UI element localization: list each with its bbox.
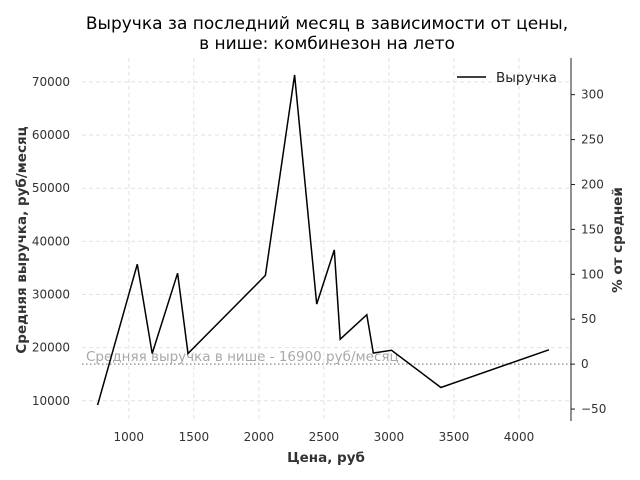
y2-tick-label: 100 bbox=[581, 267, 604, 281]
chart-title: Выручка за последний месяц в зависимости… bbox=[86, 14, 568, 54]
y2-tick-label: 200 bbox=[581, 177, 604, 191]
x-tick-label: 4000 bbox=[504, 430, 535, 444]
chart-title-line: Выручка за последний месяц в зависимости… bbox=[86, 14, 568, 34]
x-tick-label: 3500 bbox=[439, 430, 470, 444]
series-line-revenue bbox=[96, 74, 550, 406]
chart-title-line: в нише: комбинезон на лето bbox=[199, 34, 455, 54]
y2-tick-label: 0 bbox=[581, 357, 589, 371]
y2-tick-label: 250 bbox=[581, 133, 604, 147]
y2-tick-label: 300 bbox=[581, 88, 604, 102]
y-tick-label: 20000 bbox=[32, 341, 70, 355]
y-axis-ticks: 10000 20000 30000 40000 50000 60000 70000 bbox=[32, 75, 70, 408]
y-tick-label: 10000 bbox=[32, 394, 70, 408]
y2-tick-label: −50 bbox=[581, 402, 606, 416]
average-annotation: Средняя выручка в нише - 16900 руб/месяц bbox=[86, 349, 399, 365]
x-tick-label: 1000 bbox=[114, 430, 145, 444]
y-tick-label: 60000 bbox=[32, 128, 70, 142]
y-tick-label: 50000 bbox=[32, 181, 70, 195]
series-group bbox=[96, 74, 550, 406]
y2-axis-label: % от средней bbox=[610, 187, 626, 293]
grid bbox=[82, 58, 571, 421]
x-tick-label: 1500 bbox=[179, 430, 210, 444]
x-axis-ticks: 1000 1500 2000 2500 3000 3500 4000 bbox=[114, 430, 535, 444]
y2-axis-ticks: −50 0 50 100 150 200 250 300 bbox=[571, 88, 606, 416]
x-tick-label: 2500 bbox=[309, 430, 340, 444]
x-tick-label: 2000 bbox=[244, 430, 275, 444]
y-tick-label: 30000 bbox=[32, 288, 70, 302]
x-axis-label: Цена, руб bbox=[287, 450, 365, 466]
legend-label-revenue: Выручка bbox=[496, 70, 557, 86]
y2-tick-label: 150 bbox=[581, 222, 604, 236]
x-tick-label: 3000 bbox=[374, 430, 405, 444]
legend: Выручка bbox=[457, 70, 557, 86]
y-tick-label: 40000 bbox=[32, 234, 70, 248]
reference-line-group: Средняя выручка в нише - 16900 руб/месяц bbox=[82, 349, 571, 365]
y-tick-label: 70000 bbox=[32, 75, 70, 89]
y-axis-label: Средняя выручка, руб/месяц bbox=[14, 126, 30, 353]
y2-tick-label: 50 bbox=[581, 312, 596, 326]
